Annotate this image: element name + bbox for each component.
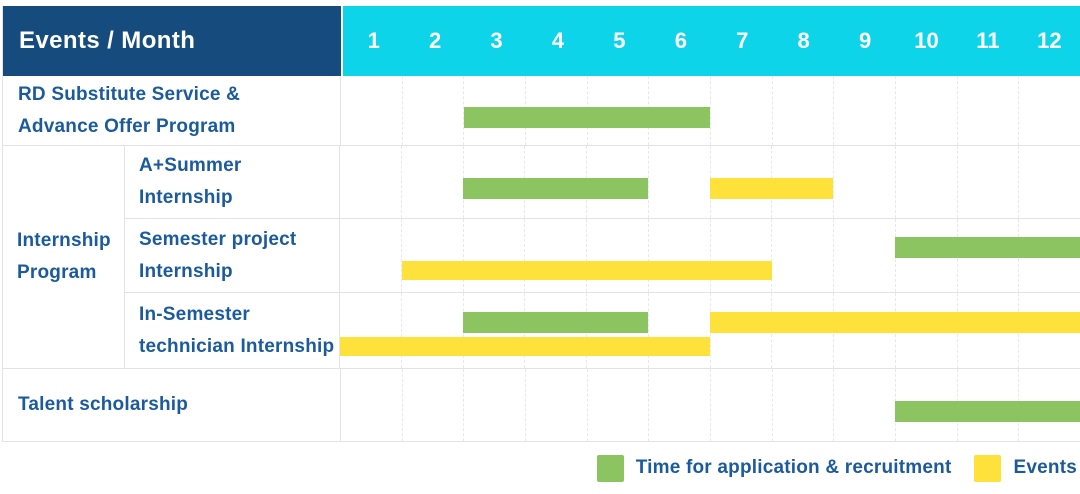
month-label-3: 3: [490, 28, 503, 53]
month-grid-cell: [894, 146, 957, 218]
month-label-11: 11: [976, 28, 1000, 53]
month-grid-cell: [771, 369, 834, 441]
month-grid-cell: [462, 146, 525, 218]
gantt-bar-application: [895, 401, 1080, 422]
month-grid-cell: [833, 76, 895, 145]
month-grid-cell: [463, 76, 525, 145]
legend-swatch-events: [974, 454, 1002, 482]
row-label-talent-scholarship: Talent scholarship: [3, 369, 341, 441]
month-grid-cell: [709, 146, 772, 218]
group-label-internship-program: Internship Program: [3, 146, 125, 368]
month-label-12: 12: [1037, 28, 1062, 53]
month-grid-cell: [771, 76, 834, 145]
month-grid-cell: [340, 293, 401, 368]
month-grid-cell: [1018, 76, 1080, 145]
month-grid-cell: [400, 146, 463, 218]
legend: Time for application & recruitment Events: [0, 442, 1080, 494]
month-grid-cell: [524, 219, 586, 292]
section-internship-program: Internship Program A+Summer Internship S…: [3, 146, 1080, 369]
gantt-bar-application: [463, 178, 649, 199]
month-grid-cell: [463, 369, 525, 441]
gantt-bar-events: [710, 311, 1080, 333]
month-grid-cell: [525, 369, 587, 441]
month-label-7: 7: [736, 28, 749, 53]
events-month-header-cell: Events / Month: [3, 6, 341, 76]
gantt-bar-events: [340, 336, 710, 356]
month-label-6: 6: [674, 28, 687, 53]
month-grid-cell: [400, 219, 463, 292]
gantt-bar-events: [710, 178, 834, 199]
month-grid-cell: [956, 76, 1019, 145]
legend-item-application: Time for application & recruitment: [596, 454, 952, 482]
row-rd-substitute: RD Substitute Service & Advance Offer Pr…: [3, 76, 1080, 146]
month-grid-cell: [647, 293, 710, 368]
month-grid-cell: [833, 146, 895, 218]
month-label-10: 10: [914, 28, 939, 53]
chart-area-in-semester-technician: [340, 293, 1080, 368]
gantt-bar-application: [463, 311, 649, 333]
month-label-4: 4: [551, 28, 565, 53]
month-grid-cell: [586, 369, 649, 441]
row-in-semester-technician: In-Semester technician Internship: [125, 293, 1080, 368]
row-label-rd-substitute: RD Substitute Service & Advance Offer Pr…: [3, 76, 341, 145]
month-grid-cell: [586, 219, 648, 292]
legend-item-events: Events: [974, 454, 1077, 482]
row-talent-scholarship: Talent scholarship: [3, 369, 1080, 442]
month-header-cells: 1 2 3 4 5 6 7 8 9 10 11 12: [341, 6, 1080, 76]
month-grid-cell: [401, 76, 464, 145]
legend-label-application: Time for application & recruitment: [635, 457, 952, 478]
gantt-table: Events / Month 1 2 3 4 5 6 7 8 9 10 11 12 RD Substi…: [2, 6, 1080, 442]
month-grid-cell: [710, 76, 772, 145]
month-grid-cell: [771, 219, 833, 292]
month-grid-cell: [341, 369, 402, 441]
month-label-5: 5: [613, 28, 626, 53]
month-label-2: 2: [429, 28, 442, 53]
month-label-8: 8: [797, 28, 810, 53]
month-grid-cell: [462, 219, 525, 292]
month-grid-cell: [400, 293, 463, 368]
month-grid-cell: [648, 369, 710, 441]
events-month-header-label: Events / Month: [19, 27, 196, 54]
month-grid-cell: [895, 76, 957, 145]
chart-area-a-plus-summer: [340, 146, 1080, 218]
month-grid-cell: [647, 146, 710, 218]
chart-area-talent-scholarship: [341, 369, 1080, 441]
month-grid-cell: [833, 369, 895, 441]
month-grid-cell: [1018, 146, 1080, 218]
gantt-bar-application: [895, 237, 1080, 259]
month-label-1: 1: [367, 28, 380, 53]
row-label-a-plus-summer: A+Summer Internship: [125, 146, 340, 218]
legend-label-events: Events: [1013, 457, 1077, 478]
month-label-9: 9: [858, 28, 872, 53]
chart-area-rd-substitute: [341, 76, 1080, 145]
month-grid-cell: [709, 293, 772, 368]
row-a-plus-summer: A+Summer Internship: [125, 146, 1080, 219]
month-grid-cell: [340, 219, 401, 292]
month-grid-cell: [341, 76, 402, 145]
table-header-row: Events / Month 1 2 3 4 5 6 7 8 9 10 11 12: [3, 6, 1080, 76]
row-label-semester-project: Semester project Internship: [125, 219, 340, 292]
month-grid-cell: [709, 219, 772, 292]
gantt-bar-events: [401, 261, 772, 281]
month-grid-cell: [956, 146, 1019, 218]
legend-swatch-application: [596, 454, 624, 482]
month-grid-cell: [833, 219, 895, 292]
chart-area-semester-project: [340, 219, 1080, 292]
row-semester-project: Semester project Internship: [125, 219, 1080, 293]
row-label-in-semester-technician: In-Semester technician Internship: [125, 293, 340, 368]
month-grid-cell: [710, 369, 772, 441]
internship-program-rows: A+Summer Internship Semester project Int…: [125, 146, 1080, 368]
month-grid-cell: [462, 293, 525, 368]
month-grid-cell: [340, 146, 401, 218]
month-grid-cell: [647, 219, 710, 292]
gantt-bar-application: [464, 106, 711, 128]
month-grid-cell: [401, 369, 464, 441]
